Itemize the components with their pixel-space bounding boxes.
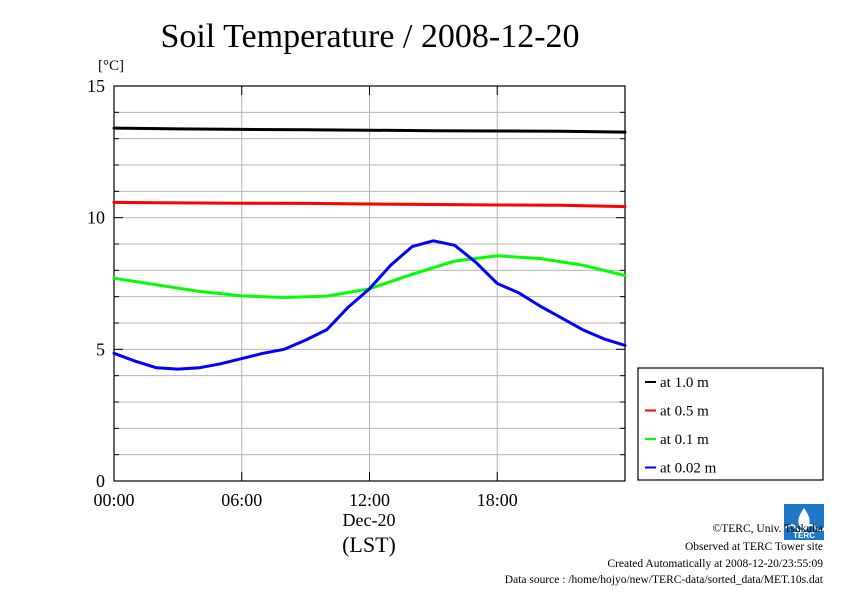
x-axis-date-label: Dec-20: [343, 510, 396, 530]
terc-logo: TERC: [784, 504, 825, 540]
legend-label: at 1.0 m: [660, 375, 709, 391]
credit-observed: Observed at TERC Tower site: [685, 541, 823, 553]
legend: at 1.0 m at 0.5 m at 0.1 m at 0.02 m: [637, 367, 824, 481]
y-tick-label: 0: [96, 471, 105, 491]
series-line-3: [112, 239, 627, 371]
legend-label: at 0.5 m: [660, 404, 709, 420]
x-tick-label: 00:00: [93, 490, 134, 510]
y-ticks: 0 5 10 15: [87, 76, 625, 491]
logo-wave-icon: [785, 524, 825, 532]
logo-drop-icon: [798, 508, 810, 530]
chart-title: Soil Temperature / 2008-12-20: [160, 18, 579, 55]
x-tick-label: 18:00: [477, 490, 518, 510]
legend-entries: at 1.0 m at 0.5 m at 0.1 m at 0.02 m: [645, 375, 717, 477]
credit-created: Created Automatically at 2008-12-20/23:5…: [607, 558, 823, 570]
y-tick-label: 5: [96, 339, 105, 359]
legend-label: at 0.1 m: [660, 432, 709, 448]
y-tick-label: 15: [87, 76, 105, 96]
credit-copyright: ©TERC, Univ. Tsukuba: [713, 523, 823, 535]
series-line-0: [112, 126, 627, 134]
y-axis-unit: [°C]: [98, 58, 124, 74]
series-line-1: [112, 200, 627, 209]
legend-box: [637, 367, 824, 481]
series-lines: [112, 126, 627, 371]
logo-text: TERC: [793, 531, 815, 540]
credit-source: Data source : /home/hojyo/new/TERC-data/…: [505, 574, 824, 586]
legend-label: at 0.02 m: [660, 461, 717, 477]
x-ticks: 00:00 06:00 12:00 18:00: [93, 86, 518, 510]
grid: [114, 86, 625, 481]
x-tick-label: 12:00: [349, 490, 390, 510]
credits: ©TERC, Univ. Tsukuba Observed at TERC To…: [505, 523, 824, 586]
x-tick-label: 06:00: [221, 490, 262, 510]
y-tick-label: 10: [87, 208, 105, 228]
x-axis-title: (LST): [342, 532, 396, 557]
